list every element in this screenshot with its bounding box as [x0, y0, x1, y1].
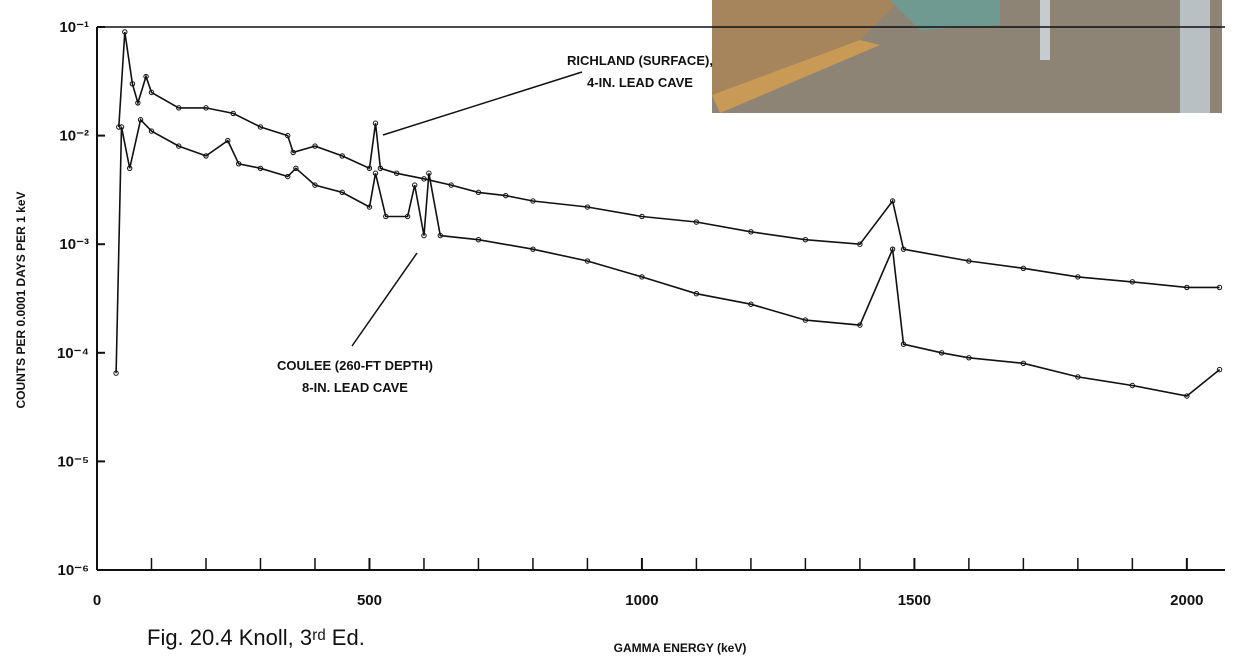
x-axis-label: GAMMA ENERGY (keV) — [614, 641, 747, 655]
x-tick-label: 1500 — [898, 592, 931, 609]
x-tick-label: 0 — [93, 592, 101, 609]
data-point — [225, 137, 231, 144]
y-tick-label: 10⁻⁴ — [57, 345, 89, 362]
y-tick-label: 10⁻¹ — [59, 19, 89, 36]
x-tick-label: 1000 — [625, 592, 658, 609]
data-point — [475, 189, 482, 196]
data-point — [293, 165, 299, 171]
data-point — [502, 192, 509, 199]
data-point — [1075, 274, 1081, 280]
data-point — [1129, 279, 1136, 285]
data-point — [857, 241, 863, 247]
caption: Fig. 20.4 Knoll, 3ʳᵈ Ed. — [147, 625, 365, 650]
data-point — [394, 170, 400, 176]
data-point — [129, 81, 136, 87]
annotation: 8-IN. LEAD CAVE — [302, 380, 408, 395]
data-point — [748, 301, 754, 307]
data-point — [530, 246, 536, 252]
data-point — [448, 182, 454, 188]
data-point — [421, 176, 427, 182]
data-point — [1184, 393, 1190, 399]
y-axis-label: COUNTS PER 0.0001 DAYS PER 1 keV — [14, 192, 28, 409]
data-point — [1216, 366, 1223, 373]
data-point — [312, 182, 318, 188]
data-point — [900, 246, 907, 252]
series-line — [115, 118, 1221, 397]
data-point — [802, 317, 809, 323]
data-point — [1075, 374, 1081, 380]
data-point — [339, 189, 345, 196]
data-point — [1020, 360, 1027, 367]
data-point — [118, 124, 125, 130]
y-tick-label: 10⁻⁵ — [57, 453, 89, 470]
data-point — [584, 258, 591, 264]
data-point — [900, 341, 907, 347]
data-point — [1184, 284, 1190, 291]
data-point — [889, 246, 896, 252]
x-tick-label: 500 — [357, 592, 382, 609]
data-point — [122, 29, 128, 35]
data-point — [966, 258, 972, 264]
data-point — [938, 350, 945, 356]
data-point — [148, 128, 155, 134]
data-point — [339, 153, 345, 159]
data-point — [966, 355, 972, 361]
data-point — [693, 291, 700, 297]
data-point — [285, 132, 291, 139]
data-point — [584, 204, 591, 210]
data-point — [203, 105, 209, 111]
leader-line — [351, 252, 418, 347]
data-point — [135, 100, 141, 106]
data-point — [421, 232, 427, 239]
data-point — [639, 274, 645, 280]
x-tick-label: 2000 — [1170, 592, 1203, 609]
data-point — [372, 170, 379, 176]
data-point — [426, 170, 432, 176]
data-point — [475, 237, 482, 243]
data-point — [203, 153, 209, 159]
data-point — [1020, 265, 1027, 271]
data-point — [857, 322, 863, 328]
data-point — [176, 105, 182, 111]
series-line — [118, 31, 1220, 289]
data-point — [366, 204, 373, 210]
y-tick-label: 10⁻² — [59, 128, 89, 145]
annotation: COULEE (260-FT DEPTH) — [277, 358, 433, 373]
data-point — [1129, 382, 1136, 389]
data-point — [404, 213, 411, 220]
y-tick-label: 10⁻⁶ — [57, 562, 89, 579]
data-point — [437, 232, 444, 239]
leader-line — [382, 71, 583, 136]
data-point — [312, 143, 318, 149]
data-point — [285, 173, 291, 180]
data-point — [411, 182, 418, 188]
data-point — [257, 165, 264, 171]
data-point — [257, 124, 264, 130]
data-point — [530, 198, 536, 204]
data-point — [693, 219, 700, 225]
data-point — [377, 165, 384, 171]
photo-inset — [712, 0, 1222, 113]
data-point — [235, 161, 242, 167]
data-point — [802, 237, 809, 243]
data-point — [1216, 284, 1223, 291]
data-point — [176, 143, 182, 149]
data-point — [748, 229, 754, 235]
data-point — [148, 89, 155, 96]
annotation: 4-IN. LEAD CAVE — [587, 75, 693, 90]
data-point — [113, 370, 119, 376]
data-point — [137, 117, 144, 123]
data-point — [290, 149, 296, 156]
data-point — [143, 73, 149, 80]
data-point — [230, 110, 236, 117]
annotation: RICHLAND (SURFACE), — [567, 53, 713, 68]
data-point — [383, 213, 389, 220]
data-point — [366, 165, 373, 171]
data-point — [372, 120, 379, 126]
data-point — [889, 198, 896, 204]
y-tick-label: 10⁻³ — [59, 236, 89, 253]
data-point — [639, 213, 645, 220]
data-point — [126, 165, 133, 171]
